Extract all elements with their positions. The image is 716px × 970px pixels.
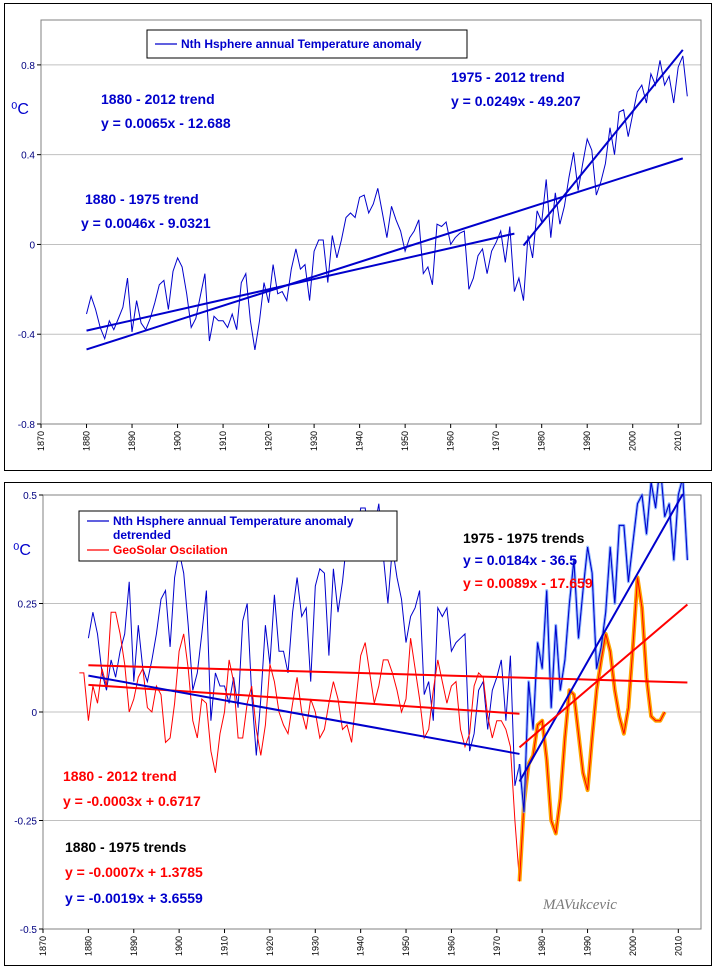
x-tick-label: 1980	[537, 936, 547, 956]
legend-entry: detrended	[113, 528, 171, 542]
x-tick-label: 1920	[264, 431, 274, 451]
x-tick-label: 1900	[173, 431, 183, 451]
x-tick-label: 1870	[38, 936, 48, 956]
legend-entry: Nth Hsphere annual Temperature anomaly	[113, 514, 354, 528]
x-tick-label: 1970	[491, 431, 501, 451]
x-tick-label: 2000	[628, 431, 638, 451]
legend-entry: GeoSolar Oscilation	[113, 543, 228, 557]
x-tick-label: 1920	[265, 936, 275, 956]
x-tick-label: 2010	[673, 936, 683, 956]
x-tick-label: 2000	[628, 936, 638, 956]
trend-line-4	[518, 603, 689, 749]
y-tick-label: 0	[29, 240, 35, 251]
trend-annotation: y = 0.0065x - 12.688	[101, 115, 231, 131]
trend-annotation: y = -0.0019x + 3.6559	[65, 890, 203, 906]
trend-line-1	[88, 683, 520, 715]
x-tick-label: 1950	[400, 431, 410, 451]
x-tick-label: 1990	[582, 431, 592, 451]
trend-line-0	[88, 664, 688, 684]
x-tick-label: 1910	[220, 936, 230, 956]
trend-annotation: y = -0.0007x + 1.3785	[65, 864, 203, 880]
x-tick-label: 1880	[82, 431, 92, 451]
legend-box	[146, 29, 468, 59]
trend-annotation: y = 0.0249x - 49.207	[451, 93, 581, 109]
x-tick-label: 1890	[127, 431, 137, 451]
series-highlight-core	[519, 577, 666, 882]
x-tick-label: 1970	[492, 936, 502, 956]
trend-annotation: 1880 - 1975 trends	[65, 839, 187, 855]
y-tick-label: -0.4	[18, 330, 36, 341]
x-tick-label: 1960	[446, 936, 456, 956]
series-line-0	[86, 55, 688, 350]
trend-annotation: y = -0.0003x + 0.6717	[63, 793, 201, 809]
trend-annotation: y = 0.0046x - 9.0321	[81, 215, 211, 231]
series-highlight-blue-core	[519, 483, 688, 812]
trend-annotation: y = 0.0089x - 17.659	[463, 575, 593, 591]
trend-line-0	[86, 157, 684, 351]
y-tick-label: 0.25	[18, 600, 38, 611]
y-tick-label: 0.5	[23, 491, 37, 502]
x-tick-label: 1930	[310, 936, 320, 956]
legend-box	[78, 510, 398, 562]
x-tick-label: 1960	[446, 431, 456, 451]
trend-annotation: y = 0.0184x - 36.5	[463, 552, 577, 568]
x-tick-label: 1910	[218, 431, 228, 451]
trend-annotation: 1975 - 2012 trend	[451, 69, 565, 85]
x-tick-label: 1880	[83, 936, 93, 956]
trend-line-1	[86, 232, 515, 332]
y-tick-label: 0.8	[21, 61, 35, 72]
chart-top-svg: -0.8 -0.4 0 0.4 0.8 1870 1880 1890 1900 1910 1920 1…	[11, 19, 702, 451]
trend-line-2	[522, 49, 684, 247]
y-tick-label: 0.4	[21, 151, 35, 162]
trend-line-3	[518, 493, 684, 782]
trend-annotation: 1975 - 1975 trends	[463, 530, 585, 546]
trend-annotation: 1880 - 2012 trend	[63, 768, 177, 784]
x-tick-label: 1870	[36, 431, 46, 451]
chart-panel-top: -0.8 -0.4 0 0.4 0.8 1870 1880 1890 1900 1910 1920 1…	[4, 3, 712, 471]
trend-line-2	[88, 674, 520, 755]
plot-area	[40, 19, 702, 425]
trend-annotation: 1880 - 2012 trend	[101, 91, 215, 107]
x-tick-label: 1990	[583, 936, 593, 956]
y-tick-label: 0	[31, 708, 37, 719]
x-tick-label: 1930	[309, 431, 319, 451]
x-tick-label: 1980	[537, 431, 547, 451]
x-tick-label: 1950	[401, 936, 411, 956]
x-tick-label: 1940	[356, 936, 366, 956]
x-tick-label: 2010	[673, 431, 683, 451]
y-axis-label: ⁰C	[13, 542, 31, 559]
y-tick-label: -0.25	[14, 817, 37, 828]
y-tick-label: -0.5	[20, 925, 38, 936]
chart-bottom-svg: -0.5 -0.25 0 0.25 0.5 1870 1880 1890 1900 1910 192…	[13, 483, 702, 956]
y-axis-label: ⁰C	[11, 101, 29, 118]
trend-annotation: 1880 - 1975 trend	[85, 191, 199, 207]
chart-panel-bottom: -0.5 -0.25 0 0.25 0.5 1870 1880 1890 1900 1910 192…	[4, 482, 712, 966]
x-tick-label: 1900	[174, 936, 184, 956]
x-tick-label: 1890	[129, 936, 139, 956]
legend-entry: Nth Hsphere annual Temperature anomaly	[181, 37, 422, 51]
signature: MAVukcevic	[542, 897, 617, 913]
x-tick-label: 1940	[355, 431, 365, 451]
y-tick-label: -0.8	[18, 420, 36, 431]
